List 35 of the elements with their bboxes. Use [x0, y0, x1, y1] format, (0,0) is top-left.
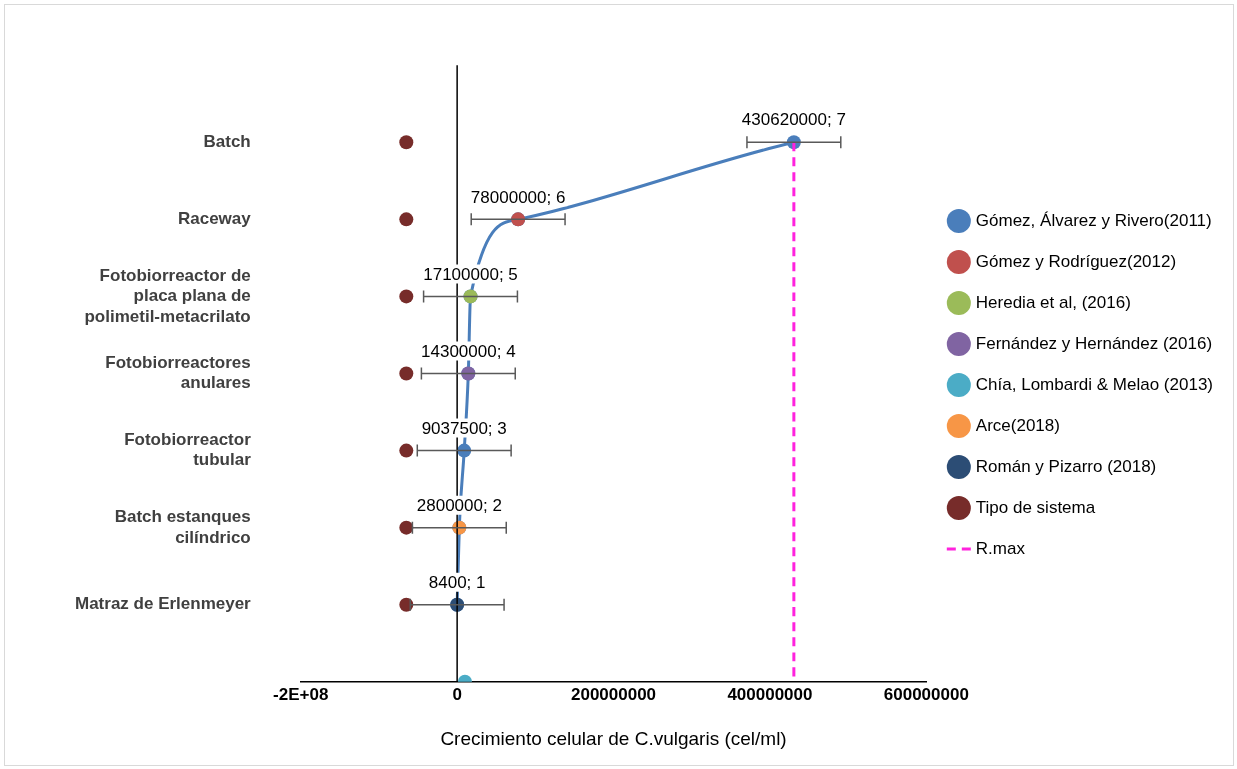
- data-label: 78000000; 6: [470, 187, 566, 207]
- point: [399, 135, 414, 150]
- x-tick-label: 600000000: [883, 684, 969, 704]
- y-tick-label: Fotobiorreactores anulares: [105, 352, 251, 393]
- x-tick-label: 400000000: [727, 684, 813, 704]
- x-tick-label: -2E+08: [273, 684, 329, 704]
- point: [399, 366, 414, 381]
- legend-label: Román y Pizarro (2018): [975, 456, 1157, 476]
- y-tick-label: Fotobiorreactor de placa plana de polimetil-metacrilato: [84, 265, 251, 326]
- point: [399, 212, 414, 227]
- data-label: 2800000; 2: [416, 495, 502, 515]
- legend-label: Heredia et al, (2016): [975, 292, 1131, 312]
- legend-label: Chía, Lombardi & Melao (2013): [975, 374, 1214, 394]
- legend-label: R.max: [975, 538, 1026, 558]
- y-tick-label: Fotobiorreactor tubular: [124, 430, 252, 470]
- legend-label: Gómez, Álvarez y Rivero(2011): [975, 210, 1212, 230]
- point: [399, 520, 414, 535]
- y-tick-label: Raceway: [177, 209, 252, 229]
- data-label: 17100000; 5: [423, 264, 518, 284]
- legend-label: Fernández y Hernández (2016): [975, 333, 1213, 353]
- x-tick-label: 0: [452, 684, 462, 704]
- x-axis-title: Crecimiento celular de C.vulgaris (cel/ml): [440, 727, 787, 749]
- y-tick-label: Batch estanques cilíndrico: [114, 507, 251, 547]
- x-tick-label: 200000000: [570, 684, 657, 704]
- legend-label: Arce(2018): [975, 415, 1060, 435]
- legend-label: Gómez y Rodríguez(2012): [975, 251, 1177, 271]
- y-tick-label: Batch: [203, 131, 251, 151]
- data-label: 9037500; 3: [421, 418, 507, 438]
- data-label: 14300000; 4: [421, 341, 516, 361]
- point: [399, 289, 414, 304]
- y-tick-label: Matraz de Erlenmeyer: [74, 594, 252, 614]
- point: [399, 443, 414, 458]
- data-label: 430620000; 7: [741, 110, 846, 130]
- legend-label: Tipo de sistema: [975, 497, 1096, 517]
- data-label: 8400; 1: [428, 572, 486, 592]
